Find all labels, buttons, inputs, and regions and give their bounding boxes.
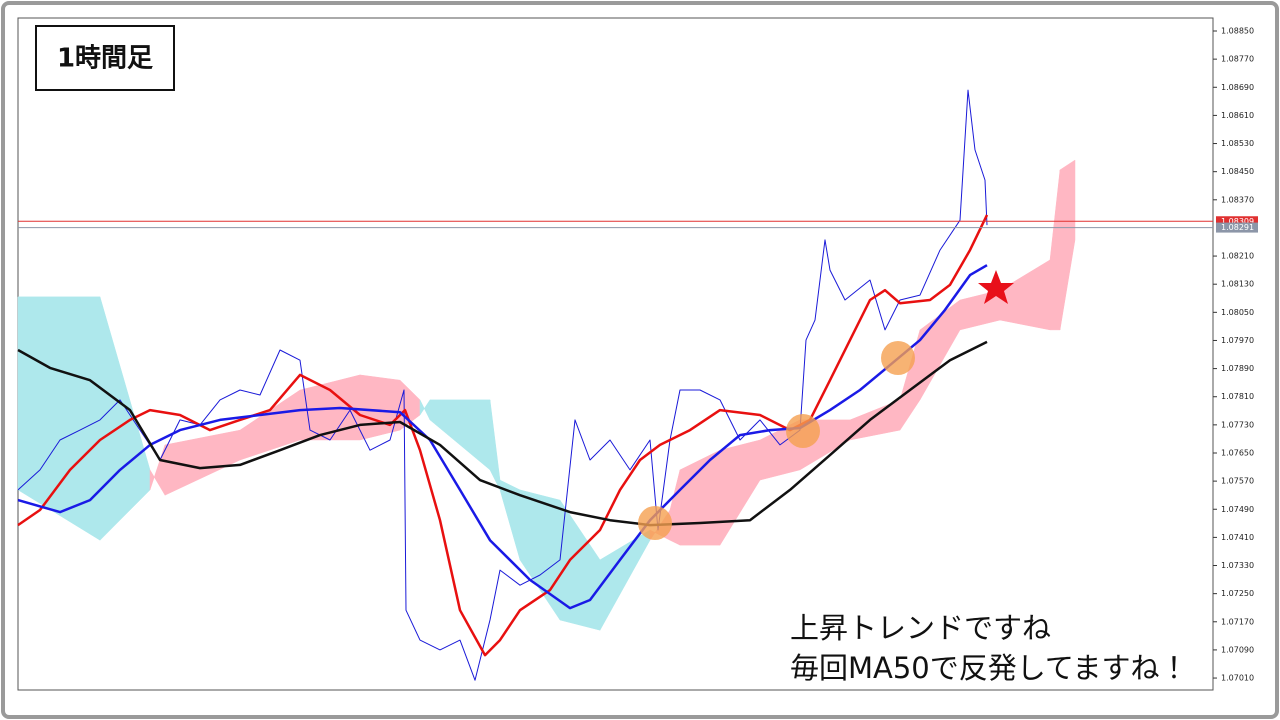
y-tick-label: 1.07410 — [1221, 533, 1254, 542]
y-tick-label: 1.08530 — [1221, 139, 1254, 148]
y-tick-label: 1.08370 — [1221, 195, 1254, 204]
y-tick-label: 1.07010 — [1221, 674, 1254, 683]
price-label-bg — [1216, 216, 1258, 227]
star — [978, 270, 1014, 304]
y-tick-label: 1.07810 — [1221, 392, 1254, 401]
annotation: 毎回MA50で反発してますね！ — [790, 651, 1188, 685]
y-tick-label: 1.07730 — [1221, 420, 1254, 429]
y-tick-label: 1.07970 — [1221, 336, 1254, 345]
cloud-segment — [359, 374, 401, 441]
price-label: 1.08309 — [1221, 217, 1254, 226]
y-tick-label: 1.08690 — [1221, 83, 1254, 92]
y-tick-label: 1.07090 — [1221, 645, 1254, 654]
price-label-bg — [1216, 222, 1258, 233]
series-line — [17, 264, 988, 610]
highlight-circle — [638, 506, 672, 540]
highlight-circle — [881, 341, 915, 375]
series-line — [17, 89, 988, 681]
title-box — [35, 25, 175, 91]
y-tick-label: 1.08050 — [1221, 308, 1254, 317]
chart-title: 1時間足 — [57, 44, 153, 74]
y-tick-label: 1.07490 — [1221, 505, 1254, 514]
y-tick-label: 1.08850 — [1221, 27, 1254, 36]
price-label: 1.08291 — [1221, 223, 1254, 232]
y-tick-label: 1.07170 — [1221, 617, 1254, 626]
y-tick-label: 1.08610 — [1221, 111, 1254, 120]
y-tick-label: 1.07650 — [1221, 448, 1254, 457]
y-tick-label: 1.08450 — [1221, 167, 1254, 176]
y-tick-label: 1.08210 — [1221, 252, 1254, 261]
plot-layer — [17, 89, 1076, 681]
y-tick-label: 1.07250 — [1221, 589, 1254, 598]
annotation: 上昇トレンドですね — [790, 611, 1051, 645]
y-tick-label: 1.07890 — [1221, 364, 1254, 373]
highlight-circle — [786, 414, 820, 448]
y-tick-label: 1.08130 — [1221, 280, 1254, 289]
series-line — [17, 340, 988, 527]
y-tick-label: 1.07570 — [1221, 477, 1254, 486]
y-tick-label: 1.08770 — [1221, 55, 1254, 64]
y-tick-label: 1.07330 — [1221, 561, 1254, 570]
cloud-segment — [1059, 159, 1076, 330]
